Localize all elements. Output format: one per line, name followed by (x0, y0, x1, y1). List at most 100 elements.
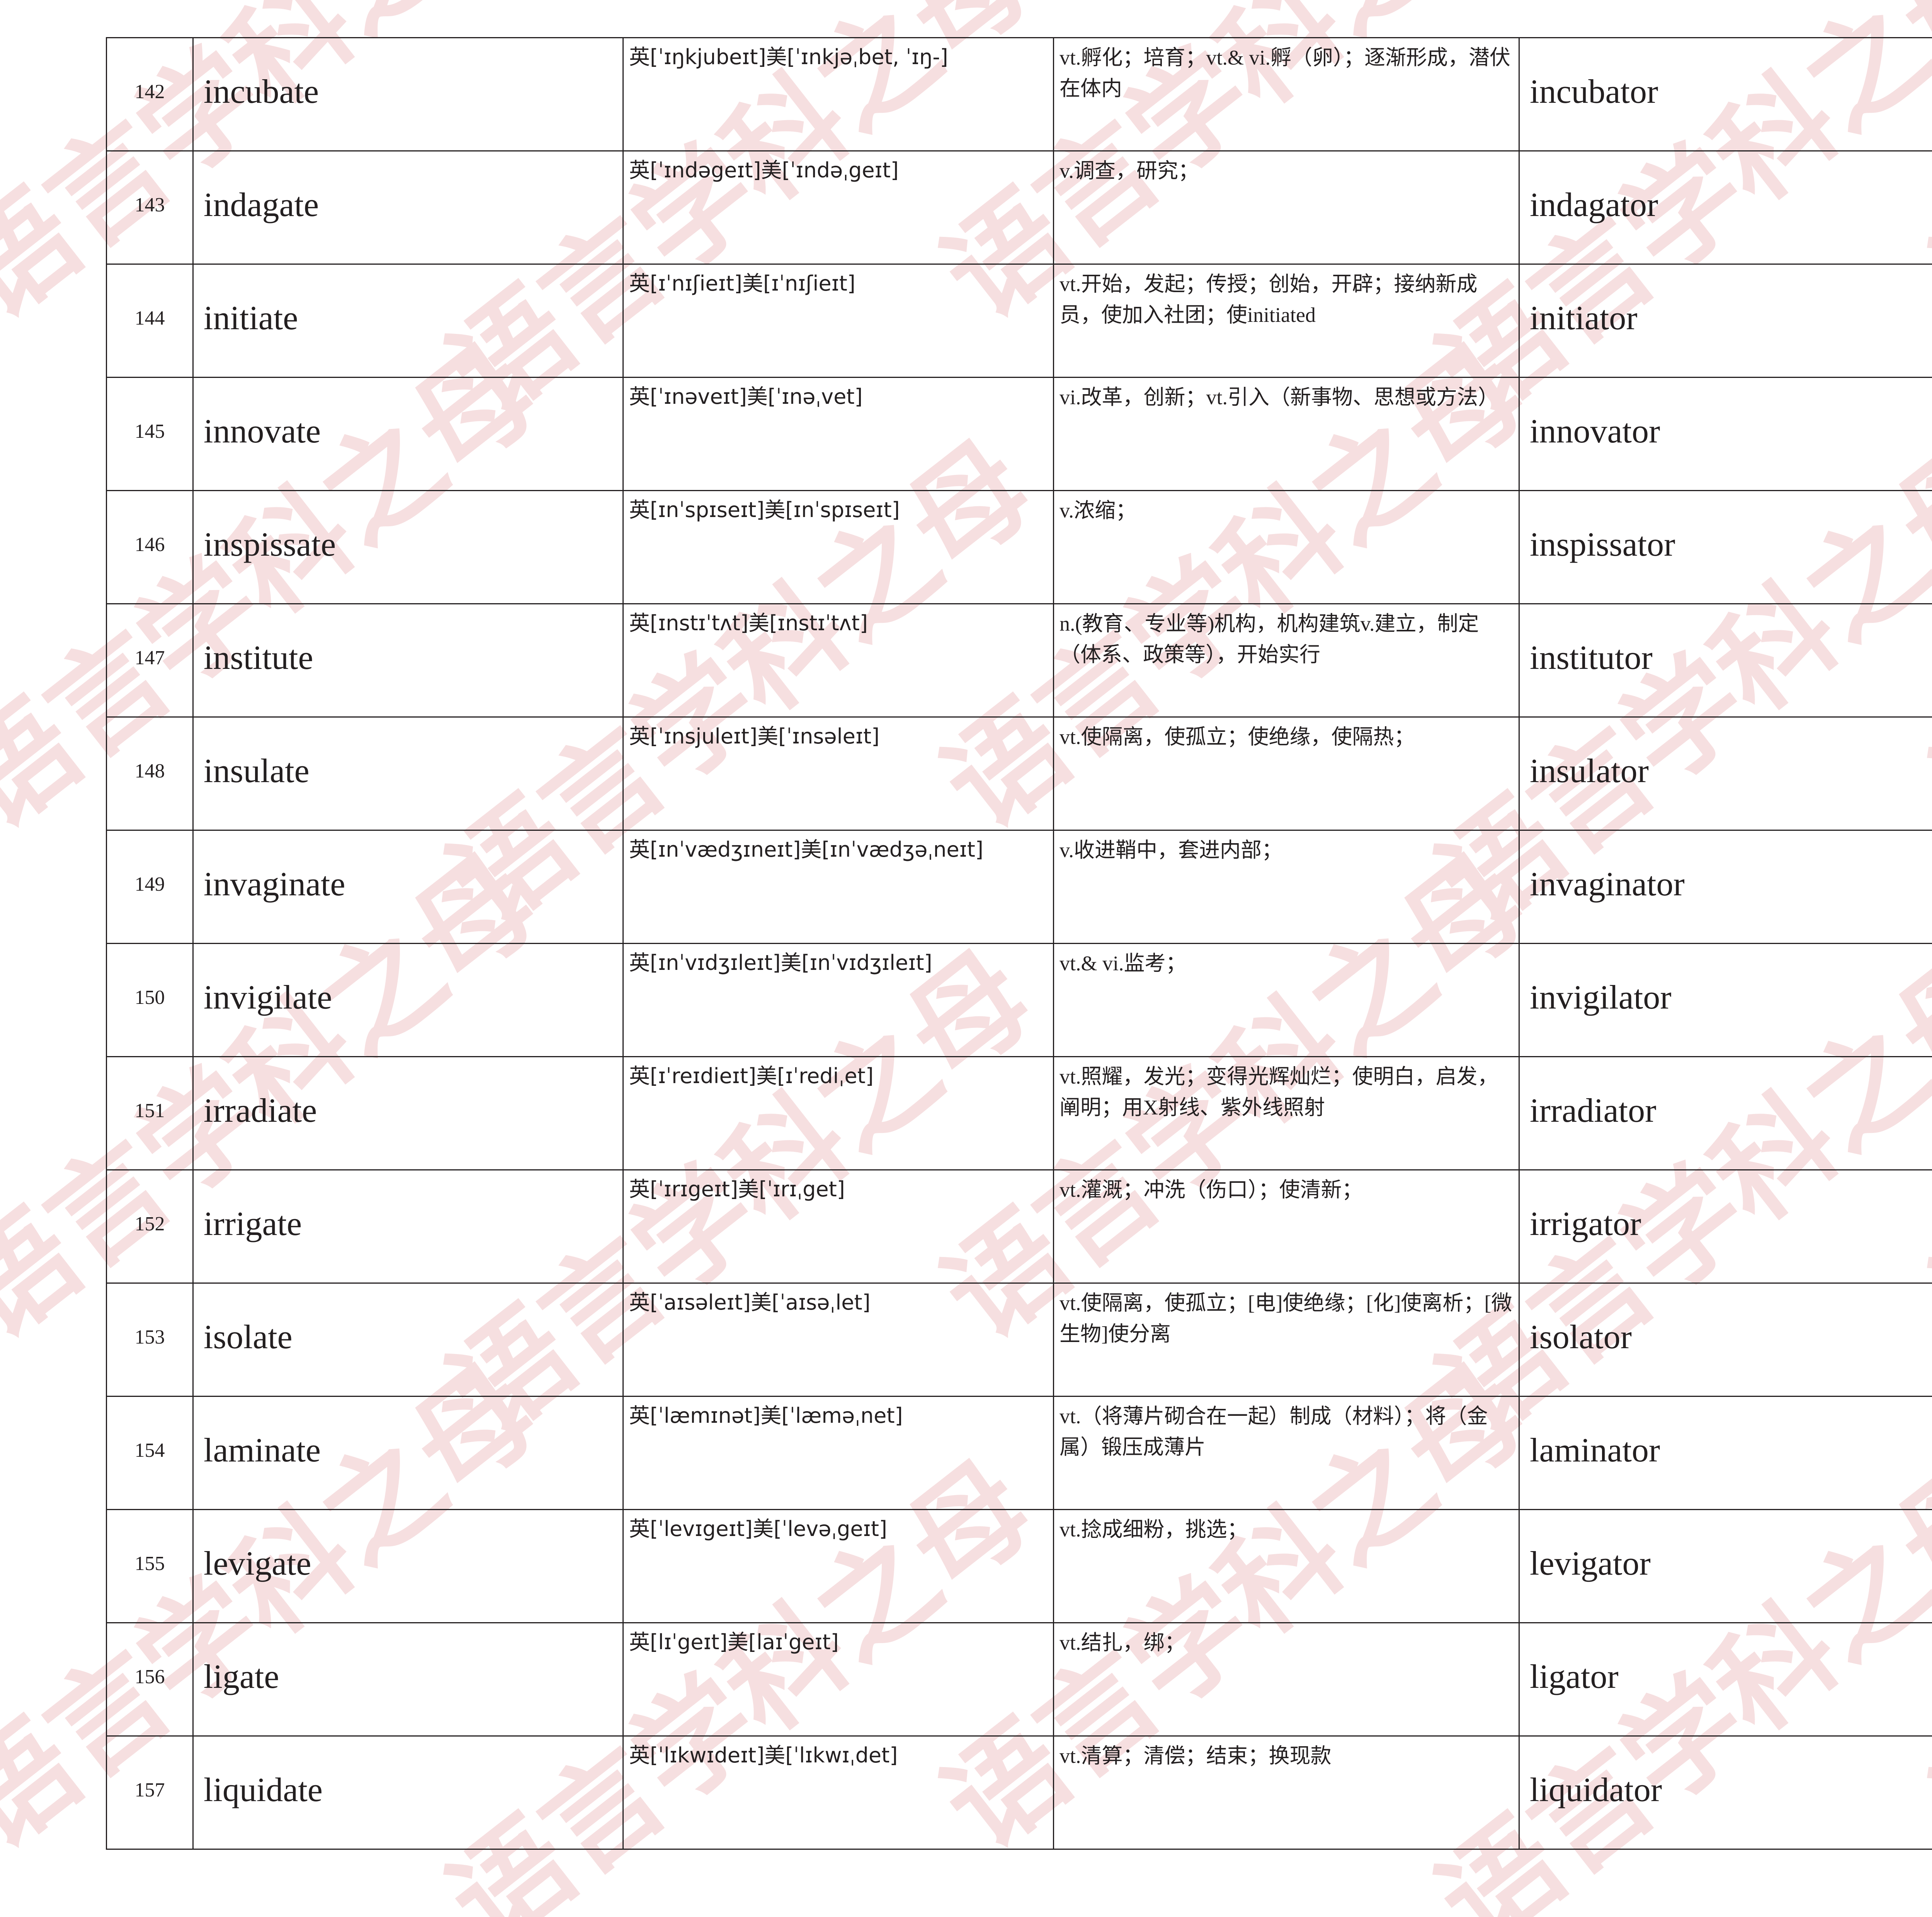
row-number: 146 (134, 534, 165, 556)
row-number-cell: 151 (106, 1056, 194, 1170)
verb-ipa-cell: 英[ˈlæmɪnət]美[ˈlæməˌnet] (622, 1396, 1054, 1510)
row-number: 153 (134, 1326, 165, 1348)
verb-ipa: 英[ˈɪndəgeɪt]美[ˈɪndəˌgeɪt] (629, 158, 899, 182)
verb-ipa-cell: 英[ˈɪndəgeɪt]美[ˈɪndəˌgeɪt] (622, 150, 1054, 265)
verb-definition-cell: vt.清算；清偿；结束；换现款 (1053, 1735, 1520, 1850)
row-number: 149 (134, 873, 165, 895)
verb-ipa: 英[ɪˈreɪdieɪt]美[ɪˈrediˌet] (629, 1064, 874, 1088)
verb-cell: institute (192, 603, 624, 718)
noun-cell: irrigator (1519, 1169, 1932, 1284)
row-number-cell: 145 (106, 377, 194, 491)
row-number: 157 (134, 1779, 165, 1801)
noun-headword: institutor (1530, 639, 1653, 677)
row-number: 147 (134, 647, 165, 669)
verb-definition: v.收进鞘中，套进内部； (1060, 839, 1282, 862)
verb-headword: incubate (204, 73, 319, 111)
verb-cell: liquidate (192, 1735, 624, 1850)
noun-headword: incubator (1530, 73, 1658, 111)
verb-ipa-cell: 英[ˈɪrɪgeɪt]美[ˈɪrɪˌget] (622, 1169, 1054, 1284)
verb-ipa-cell: 英[lɪˈgeɪt]美[laɪˈgeɪt] (622, 1622, 1054, 1737)
table-row: 146 inspissate 英[ɪnˈspɪseɪt]美[ɪnˈspɪseɪt] v… (106, 490, 1932, 604)
verb-ipa: 英[ɪnstɪˈtʌt]美[ɪnstɪˈtʌt] (629, 611, 868, 635)
verb-cell: insulate (192, 716, 624, 831)
row-number-cell: 156 (106, 1622, 194, 1737)
verb-cell: invigilate (192, 943, 624, 1057)
verb-cell: invaginate (192, 830, 624, 944)
verb-ipa-cell: 英[ˈɪnəveɪt]美[ˈɪnəˌvet] (622, 377, 1054, 491)
verb-headword: initiate (204, 299, 298, 337)
noun-cell: insulator (1519, 716, 1932, 831)
row-number: 155 (134, 1553, 165, 1575)
verb-ipa: 英[ˈɪŋkjubeɪt]美[ˈɪnkjəˌbet, ˈɪŋ-] (629, 45, 948, 69)
noun-headword: insulator (1530, 752, 1649, 790)
noun-headword: innovator (1530, 413, 1660, 450)
noun-cell: liquidator (1519, 1735, 1932, 1850)
table-row: 142 incubate 英[ˈɪŋkjubeɪt]美[ˈɪnkjəˌbet, ˈɪ… (106, 37, 1932, 151)
table-row: 147 institute 英[ɪnstɪˈtʌt]美[ɪnstɪˈtʌt] n.(教… (106, 603, 1932, 718)
verb-headword: invaginate (204, 866, 345, 903)
verb-headword: indagate (204, 186, 319, 224)
verb-ipa-cell: 英[ɪnˈvɪdʒɪleɪt]美[ɪnˈvɪdʒɪleɪt] (622, 943, 1054, 1057)
verb-headword: institute (204, 639, 313, 677)
table-row: 143 indagate 英[ˈɪndəgeɪt]美[ˈɪndəˌgeɪt] v.调查… (106, 150, 1932, 265)
verb-definition: v.调查，研究； (1060, 159, 1199, 182)
table-row: 145 innovate 英[ˈɪnəveɪt]美[ˈɪnəˌvet] vi.改革，创… (106, 377, 1932, 491)
noun-headword: irradiator (1530, 1092, 1656, 1129)
table-row: 154 laminate 英[ˈlæmɪnət]美[ˈlæməˌnet] vt.（将薄… (106, 1396, 1932, 1510)
row-number-cell: 147 (106, 603, 194, 718)
row-number: 142 (134, 81, 165, 103)
noun-headword: inspissator (1530, 526, 1675, 563)
verb-definition: vt.使隔离，使孤立；使绝缘，使隔热； (1060, 725, 1415, 748)
verb-cell: levigate (192, 1509, 624, 1623)
row-number: 150 (134, 987, 165, 1009)
verb-definition-cell: v.收进鞘中，套进内部； (1053, 830, 1520, 944)
verb-definition-cell: vt.孵化；培育；vt.& vi.孵（卵）；逐渐形成，潜伏在体内 (1053, 37, 1520, 151)
verb-definition-cell: vt.使隔离，使孤立；[电]使绝缘；[化]使离析；[微生物]使分离 (1053, 1283, 1520, 1397)
verb-definition-cell: vt.捻成细粉，挑选； (1053, 1509, 1520, 1623)
verb-definition: vt.灌溉；冲洗（伤口）；使清新； (1060, 1178, 1363, 1201)
table-row: 144 initiate 英[ɪˈnɪʃieɪt]美[ɪˈnɪʃieɪt] vt.开始… (106, 264, 1932, 378)
noun-cell: initiator (1519, 264, 1932, 378)
verb-headword: isolate (204, 1318, 293, 1356)
table-row: 156 ligate 英[lɪˈgeɪt]美[laɪˈgeɪt] vt.结扎，绑； li… (106, 1622, 1932, 1737)
verb-ipa-cell: 英[ˈaɪsəleɪt]美[ˈaɪsəˌlet] (622, 1283, 1054, 1397)
verb-definition: vt.捻成细粉，挑选； (1060, 1518, 1248, 1541)
verb-headword: ligate (204, 1658, 279, 1696)
verb-ipa-cell: 英[ɪnˈvædʒɪneɪt]美[ɪnˈvædʒəˌneɪt] (622, 830, 1054, 944)
table-row: 155 levigate 英[ˈlevɪgeɪt]美[ˈlevəˌgeɪt] vt.捻… (106, 1509, 1932, 1623)
row-number-cell: 155 (106, 1509, 194, 1623)
noun-headword: invigilator (1530, 979, 1672, 1016)
row-number: 145 (134, 420, 165, 442)
verb-headword: innovate (204, 413, 321, 450)
row-number: 148 (134, 760, 165, 782)
verb-definition-cell: vt.（将薄片砌合在一起）制成（材料）；将（金属）锻压成薄片 (1053, 1396, 1520, 1510)
noun-cell: institutor (1519, 603, 1932, 718)
noun-cell: irradiator (1519, 1056, 1932, 1170)
table-row: 148 insulate 英[ˈɪnsjuleɪt]美[ˈɪnsəleɪt] vt.使… (106, 716, 1932, 831)
vocabulary-table: 142 incubate 英[ˈɪŋkjubeɪt]美[ˈɪnkjəˌbet, ˈɪ… (106, 37, 1932, 1850)
noun-cell: isolator (1519, 1283, 1932, 1397)
verb-cell: innovate (192, 377, 624, 491)
verb-ipa-cell: 英[ɪnˈspɪseɪt]美[ɪnˈspɪseɪt] (622, 490, 1054, 604)
verb-ipa-cell: 英[ɪˈnɪʃieɪt]美[ɪˈnɪʃieɪt] (622, 264, 1054, 378)
verb-headword: levigate (204, 1545, 311, 1582)
verb-ipa-cell: 英[ɪˈreɪdieɪt]美[ɪˈrediˌet] (622, 1056, 1054, 1170)
verb-headword: irradiate (204, 1092, 317, 1129)
row-number: 143 (134, 194, 165, 216)
verb-definition: vt.清算；清偿；结束；换现款 (1060, 1744, 1332, 1767)
verb-headword: inspissate (204, 526, 336, 563)
verb-headword: invigilate (204, 979, 332, 1016)
noun-headword: irrigator (1530, 1205, 1641, 1243)
table-row: 152 irrigate 英[ˈɪrɪgeɪt]美[ˈɪrɪˌget] vt.灌溉；冲… (106, 1169, 1932, 1284)
verb-ipa: 英[ɪnˈvædʒɪneɪt]美[ɪnˈvædʒəˌneɪt] (629, 837, 983, 862)
verb-ipa: 英[ɪnˈspɪseɪt]美[ɪnˈspɪseɪt] (629, 498, 900, 522)
noun-cell: inspissator (1519, 490, 1932, 604)
row-number: 154 (134, 1439, 165, 1461)
table-row: 157 liquidate 英[ˈlɪkwɪdeɪt]美[ˈlɪkwɪˌdet] vt… (106, 1735, 1932, 1850)
table-row: 149 invaginate 英[ɪnˈvædʒɪneɪt]美[ɪnˈvædʒəˌn… (106, 830, 1932, 944)
noun-headword: indagator (1530, 186, 1658, 224)
verb-headword: insulate (204, 752, 310, 790)
verb-definition-cell: vt.开始，发起；传授；创始，开辟；接纳新成员，使加入社团；使initiated (1053, 264, 1520, 378)
noun-headword: initiator (1530, 299, 1638, 337)
verb-definition: vt.& vi.监考； (1060, 952, 1187, 975)
